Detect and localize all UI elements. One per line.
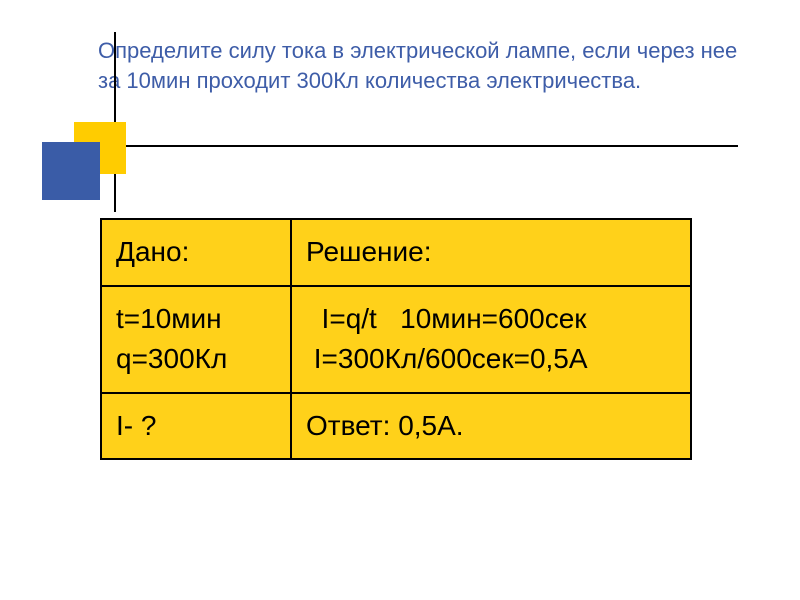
cell-solution-header: Решение: (291, 219, 691, 286)
solution-line-2: I=300Кл/600сек=0,5А (306, 339, 676, 380)
cell-given-header: Дано: (101, 219, 291, 286)
cell-solution-work: I=q/t 10мин=600сек I=300Кл/600сек=0,5А (291, 286, 691, 393)
given-line-1: t=10мин (116, 299, 276, 340)
problem-title: Определите силу тока в электрической лам… (98, 36, 740, 95)
table-row: I- ? Ответ: 0,5А. (101, 393, 691, 460)
table-row: t=10мин q=300Кл I=q/t 10мин=600сек I=300… (101, 286, 691, 393)
given-line-2: q=300Кл (116, 339, 276, 380)
decorative-hline (68, 145, 738, 147)
decorative-square-blue (42, 142, 100, 200)
cell-given-values: t=10мин q=300Кл (101, 286, 291, 393)
solution-table: Дано: Решение: t=10мин q=300Кл I=q/t 10м… (100, 218, 692, 460)
cell-answer: Ответ: 0,5А. (291, 393, 691, 460)
solution-line-1: I=q/t 10мин=600сек (306, 299, 676, 340)
table-row: Дано: Решение: (101, 219, 691, 286)
cell-find: I- ? (101, 393, 291, 460)
